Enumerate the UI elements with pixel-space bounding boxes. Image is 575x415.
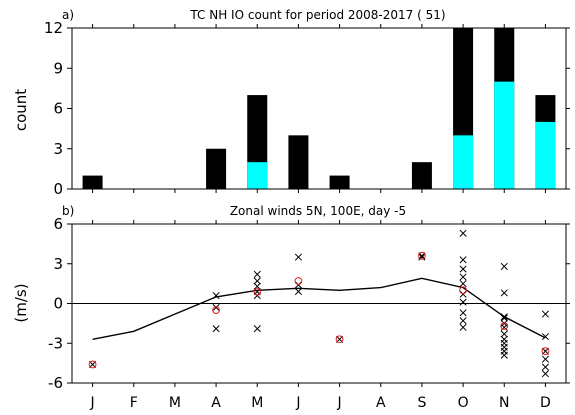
x-mark	[500, 313, 508, 321]
x-mark	[459, 229, 467, 237]
x-mark	[541, 370, 549, 378]
bar-total	[82, 175, 103, 189]
bar-total	[206, 148, 227, 189]
x-tick-label: S	[417, 395, 426, 411]
circle-mark	[418, 251, 426, 260]
panel-a-y-axis-label: count	[12, 89, 30, 131]
x-mark	[89, 360, 97, 369]
circle-mark	[500, 322, 509, 330]
x-mark	[459, 265, 467, 273]
x-mark	[294, 253, 302, 261]
x-mark	[253, 291, 261, 300]
x-mark	[212, 303, 220, 312]
circle-mark	[541, 347, 550, 356]
y-tick-label: 3	[53, 255, 63, 273]
panel-b-climatology-line	[92, 277, 546, 340]
y-tick-label: 3	[53, 140, 63, 158]
y-tick-label: -6	[48, 374, 63, 392]
x-mark	[418, 252, 426, 260]
panel-b-title: Zonal winds 5N, 100E, day -5	[230, 204, 406, 218]
x-tick-label: F	[130, 395, 138, 411]
y-tick-label: 0	[53, 180, 63, 198]
x-tick-label: J	[337, 395, 342, 411]
x-mark	[500, 262, 508, 270]
y-tick-label: -3	[48, 334, 63, 352]
x-tick-label: A	[211, 395, 221, 411]
bar-cyan-portion	[453, 135, 474, 189]
panel-a-ticks: 0 3 6 9 12	[44, 19, 570, 198]
circle-mark	[212, 306, 220, 315]
x-mark	[459, 256, 467, 264]
x-mark	[541, 347, 549, 355]
x-mark	[212, 325, 220, 333]
x-mark	[541, 310, 549, 318]
bar-cyan-portion	[535, 121, 556, 189]
x-mark	[294, 288, 302, 296]
y-tick-label: 9	[53, 59, 63, 77]
x-tick-label: O	[458, 395, 469, 411]
y-tick-label: 6	[53, 100, 63, 118]
panel-a-frame	[71, 27, 567, 190]
circle-mark	[88, 360, 97, 369]
panel-a-bars	[82, 28, 556, 189]
x-mark	[541, 355, 549, 363]
x-mark	[253, 270, 261, 278]
bar-total	[329, 175, 350, 189]
panel-b-label: b)	[62, 204, 74, 218]
y-tick-label: 12	[44, 19, 63, 37]
x-mark	[541, 363, 549, 371]
x-mark	[336, 335, 344, 343]
x-mark	[500, 323, 508, 331]
panel-a-label: a)	[62, 8, 74, 22]
x-mark	[459, 317, 467, 325]
panel-a-tc-count: a) TC NH IO count for period 2008-2017 (…	[12, 8, 570, 198]
bar-total	[411, 162, 432, 189]
panel-b-ticks: -6 -3 0 3 6 J F M A M J J A S O N D	[48, 215, 570, 411]
x-mark	[500, 351, 508, 359]
x-mark	[459, 273, 467, 281]
x-mark	[541, 333, 549, 341]
circle-mark	[294, 277, 303, 285]
panel-b-frame	[71, 223, 567, 384]
circle-mark	[335, 335, 344, 344]
panel-b-zonal-winds: b) Zonal winds 5N, 100E, day -5 (m/s) -6…	[12, 204, 570, 411]
x-tick-label: N	[499, 395, 509, 411]
panel-b-marks	[88, 229, 550, 378]
y-tick-label: 0	[53, 295, 63, 313]
x-mark	[500, 314, 508, 322]
panel-a-title: TC NH IO count for period 2008-2017 ( 51…	[189, 8, 445, 22]
x-mark	[418, 253, 426, 261]
bar-cyan-portion	[247, 162, 268, 189]
bar-total	[288, 135, 309, 189]
x-mark	[500, 289, 508, 297]
x-tick-label: M	[169, 395, 181, 411]
x-mark	[212, 291, 220, 300]
x-mark	[459, 298, 467, 306]
x-tick-label: M	[251, 395, 263, 411]
x-mark	[459, 280, 467, 288]
x-mark	[459, 309, 467, 317]
x-mark	[459, 323, 467, 331]
circle-mark	[459, 286, 467, 295]
bar-cyan-portion	[494, 81, 515, 189]
x-mark	[500, 330, 508, 338]
x-mark	[294, 281, 302, 289]
circle-mark	[253, 287, 262, 296]
x-mark	[459, 290, 467, 298]
x-tick-label: A	[376, 395, 386, 411]
x-mark	[253, 277, 261, 285]
x-tick-label: J	[295, 395, 300, 411]
x-mark	[253, 325, 261, 333]
x-tick-label: D	[540, 395, 551, 411]
x-tick-label: J	[90, 395, 95, 411]
panel-b-y-axis-label: (m/s)	[12, 283, 30, 322]
y-tick-label: 6	[53, 215, 63, 233]
